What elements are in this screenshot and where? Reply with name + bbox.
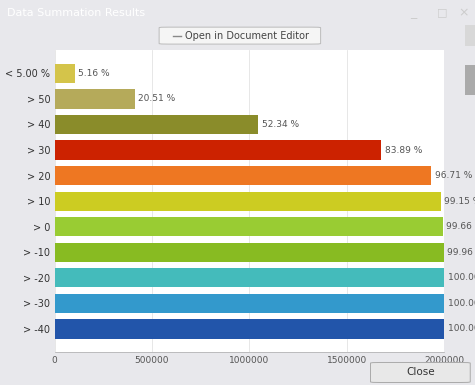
Text: □: □ [437,8,447,17]
Text: Open in Document Editor: Open in Document Editor [185,31,309,40]
Text: Close: Close [406,368,435,377]
Text: 83.89 %: 83.89 % [385,146,422,154]
Text: _: _ [410,6,417,19]
Text: 99.66 %: 99.66 % [446,222,475,231]
FancyBboxPatch shape [159,27,321,44]
Text: 96.71 %: 96.71 % [435,171,472,180]
Bar [55,243,444,262]
Bar [55,294,444,313]
Bar [55,320,444,338]
Bar [55,268,444,288]
Bar [55,141,381,160]
Text: 100.00 %: 100.00 % [447,273,475,282]
Text: ×: × [458,6,468,19]
Bar [465,65,475,95]
Text: 99.15 %: 99.15 % [444,197,475,206]
Bar [55,64,75,83]
Bar [465,25,475,46]
Text: 99.96 %: 99.96 % [447,248,475,257]
FancyBboxPatch shape [370,363,470,383]
Text: 52.34 %: 52.34 % [262,120,299,129]
Text: Data Summation Results: Data Summation Results [7,8,145,17]
Bar [55,217,443,236]
Bar [55,166,431,185]
Text: 100.00 %: 100.00 % [447,325,475,333]
Text: 20.51 %: 20.51 % [138,94,175,104]
Bar [55,89,134,109]
Bar [55,115,258,134]
Text: 100.00 %: 100.00 % [447,299,475,308]
Bar [55,192,441,211]
Text: 5.16 %: 5.16 % [78,69,110,78]
